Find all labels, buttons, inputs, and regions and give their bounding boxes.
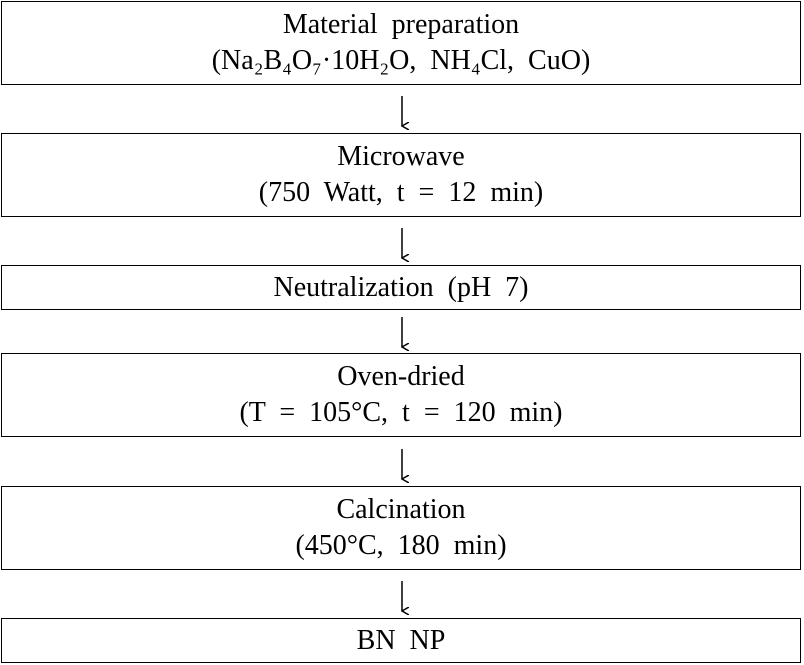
box-text: Neutralization (pH 7) (273, 271, 529, 303)
process-box: Neutralization (pH 7) (1, 265, 801, 310)
process-box: Calcination (450°C, 180 min) (1, 486, 801, 570)
box-text: Oven-dried (337, 361, 465, 392)
box-text: (450°C, 180 min) (295, 530, 507, 561)
box-text: (Na₂B₄O₇·10H₂O, NH₄Cl, CuO) (211, 45, 591, 76)
box-text: (T = 105°C, t = 120 min) (239, 397, 563, 428)
box-text: (750 Watt, t = 12 min) (258, 177, 544, 208)
box-text: BN NP (356, 624, 446, 656)
process-box: Microwave (750 Watt, t = 12 min) (1, 133, 801, 217)
process-box: Oven-dried (T = 105°C, t = 120 min) (1, 353, 801, 437)
box-text: Material preparation (282, 9, 520, 40)
box-text: Calcination (336, 494, 466, 525)
box-text: Microwave (337, 141, 465, 172)
process-box: BN NP (1, 618, 801, 663)
process-box: Material preparation (Na₂B₄O₇·10H₂O, NH₄C… (1, 1, 801, 85)
